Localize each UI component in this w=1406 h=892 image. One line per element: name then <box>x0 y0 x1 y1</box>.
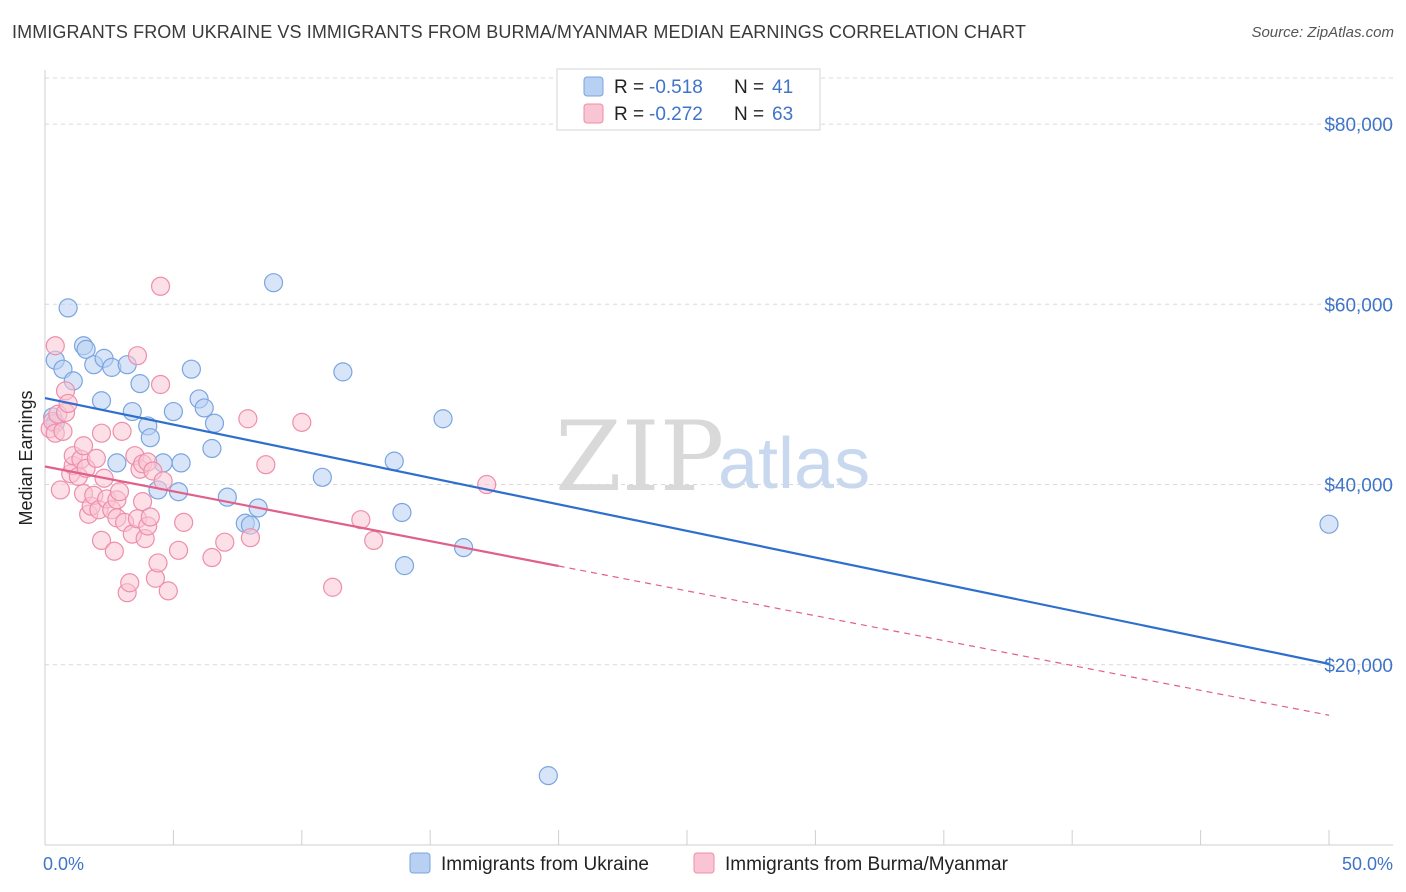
ukraine-point <box>433 409 453 429</box>
burma-point <box>53 421 73 441</box>
ukraine-point <box>140 428 160 448</box>
ukraine-point <box>171 453 191 473</box>
trend-lines <box>44 396 1330 716</box>
burma-point <box>158 581 178 601</box>
burma-point <box>140 507 160 527</box>
legend-n-value-ukraine: 41 <box>772 77 793 98</box>
ukraine-point <box>181 359 201 379</box>
burma-point <box>174 512 194 532</box>
ukraine-point <box>333 362 353 382</box>
ukraine-point <box>1319 514 1339 534</box>
legend-swatch-burma <box>583 103 604 124</box>
ukraine-point <box>58 298 78 318</box>
ukraine-point <box>130 374 150 394</box>
gridlines <box>45 77 1393 666</box>
legend-r-label-ukraine: R = <box>614 77 644 98</box>
watermark-atlas: atlas <box>718 424 870 504</box>
ukraine-point <box>538 766 558 786</box>
burma-point <box>256 455 276 475</box>
legend-swatch-ukraine <box>583 76 604 97</box>
burma-point <box>364 530 384 551</box>
series-legend-label-burma: Immigrants from Burma/Myanmar <box>725 854 1009 875</box>
burma-trend-line-projection <box>558 565 1330 716</box>
burma-point <box>168 540 189 560</box>
y-tick-label: $20,000 <box>1324 656 1393 677</box>
y-tick-label: $40,000 <box>1324 476 1393 497</box>
burma-point <box>148 553 168 573</box>
burma-point <box>238 409 258 429</box>
burma-point <box>240 528 261 548</box>
series-legend: Immigrants from Ukraine Immigrants from … <box>409 852 1009 875</box>
ukraine-point <box>394 556 415 576</box>
ukraine-point <box>163 401 183 422</box>
source-label: Source: ZipAtlas.com <box>1251 24 1394 41</box>
y-tick-label: $80,000 <box>1324 115 1393 136</box>
burma-point <box>323 577 343 597</box>
y-tick-labels: $20,000 $40,000 $60,000 $80,000 <box>1324 115 1393 677</box>
ukraine-point <box>204 413 225 433</box>
burma-point <box>215 532 235 552</box>
legend-n-value-burma: 63 <box>772 104 793 125</box>
ukraine-point <box>384 451 404 471</box>
ukraine-point <box>392 502 412 523</box>
series-legend-label-ukraine: Immigrants from Ukraine <box>441 854 649 875</box>
legend-r-value-burma: -0.272 <box>649 104 703 125</box>
burma-point <box>292 412 312 432</box>
burma-point <box>91 530 112 551</box>
legend-r-label-burma: R = <box>614 104 644 125</box>
chart-title: IMMIGRANTS FROM UKRAINE VS IMMIGRANTS FR… <box>12 22 1027 42</box>
legend-n-label-burma: N = <box>734 104 764 125</box>
ukraine-point <box>263 273 284 293</box>
x-tick-label-min: 0.0% <box>43 854 84 874</box>
x-tick-label-max: 50.0% <box>1342 854 1393 874</box>
burma-point <box>73 436 94 456</box>
burma-point <box>86 448 106 469</box>
stats-legend: R = -0.518 N = 41 R = -0.272 N = 63 <box>556 68 821 131</box>
ukraine-point <box>194 398 214 418</box>
x-ticks <box>172 830 1330 845</box>
legend-r-value-ukraine: -0.518 <box>649 77 703 98</box>
burma-point <box>150 276 171 296</box>
y-tick-label: $60,000 <box>1324 295 1393 316</box>
burma-point <box>104 541 124 561</box>
burma-point <box>150 374 171 395</box>
burma-point <box>112 421 132 441</box>
burma-point <box>132 492 153 512</box>
burma-point <box>45 336 65 356</box>
watermark-zip: ZIP <box>555 401 724 513</box>
y-axis-label: Median Earnings <box>16 390 36 525</box>
ukraine-point <box>202 438 222 459</box>
series-legend-swatch-ukraine <box>409 852 431 874</box>
ukraine-point <box>107 453 127 473</box>
burma-point <box>91 423 112 443</box>
series-legend-swatch-burma <box>693 852 715 874</box>
scatter-points <box>40 273 1339 786</box>
ukraine-point <box>76 339 96 359</box>
burma-point <box>120 573 140 593</box>
burma-point <box>127 346 148 366</box>
legend-n-label-ukraine: N = <box>734 77 764 98</box>
axes <box>44 70 1393 846</box>
burma-point <box>50 480 71 500</box>
ukraine-point <box>91 391 112 411</box>
burma-point <box>202 547 222 568</box>
ukraine-trend-line <box>44 396 1330 665</box>
ukraine-point <box>312 467 332 487</box>
burma-trend-line <box>44 465 559 568</box>
burma-point <box>109 482 130 502</box>
